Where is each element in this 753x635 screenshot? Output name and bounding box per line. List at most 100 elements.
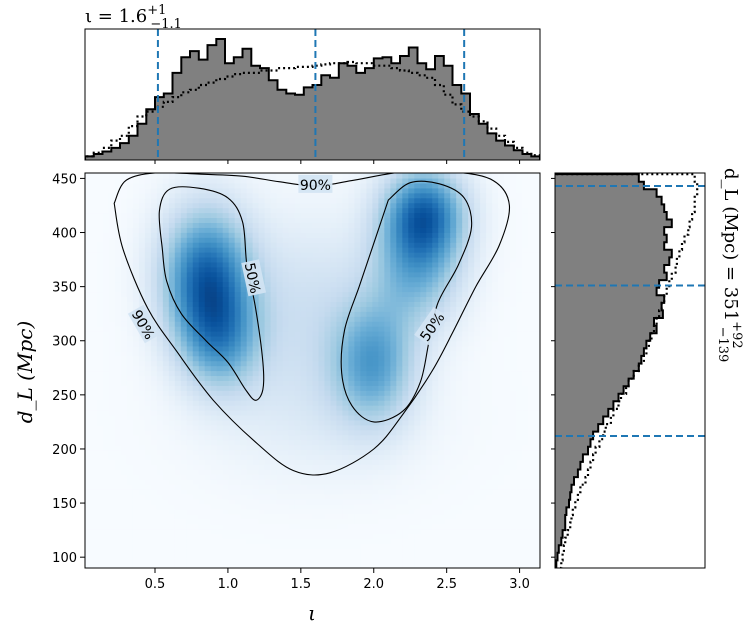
heatmap-cell xyxy=(342,286,350,293)
heatmap-cell xyxy=(168,493,176,500)
heatmap-cell xyxy=(450,523,457,530)
heatmap-cell xyxy=(198,469,206,475)
heatmap-cell xyxy=(270,395,278,401)
heatmap-cell xyxy=(330,553,338,559)
heatmap-cell xyxy=(510,301,517,307)
heatmap-cell xyxy=(318,301,326,307)
heatmap-cell xyxy=(288,464,296,470)
heatmap-cell xyxy=(180,434,188,441)
heatmap-cell xyxy=(384,563,391,568)
heatmap-cell xyxy=(246,489,254,495)
heatmap-cell xyxy=(498,256,505,263)
heatmap-cell xyxy=(126,365,134,372)
heatmap-cell xyxy=(120,498,128,505)
heatmap-cell xyxy=(456,350,463,357)
heatmap-cell xyxy=(384,252,391,258)
heatmap-cell xyxy=(186,242,194,248)
heatmap-cell xyxy=(264,518,272,525)
heatmap-cell xyxy=(384,266,391,273)
heatmap-cell xyxy=(132,350,140,357)
heatmap-cell xyxy=(102,370,110,377)
heatmap-cell xyxy=(504,301,511,307)
heatmap-cell xyxy=(504,375,511,381)
heatmap-cell xyxy=(85,296,92,302)
heatmap-cell xyxy=(168,410,176,416)
heatmap-cell xyxy=(396,543,403,549)
heatmap-cell xyxy=(102,449,110,456)
heatmap-cell xyxy=(408,345,415,352)
heatmap-cell xyxy=(318,365,326,372)
heatmap-cell xyxy=(414,256,421,263)
heatmap-cell xyxy=(510,291,517,298)
heatmap-cell xyxy=(318,449,326,456)
heatmap-cell xyxy=(102,484,110,490)
heatmap-cell xyxy=(174,395,182,401)
heatmap-cell xyxy=(222,247,230,253)
heatmap-cell xyxy=(474,385,481,391)
heatmap-cell xyxy=(450,261,457,268)
heatmap-cell xyxy=(85,242,92,248)
heatmap-cell xyxy=(228,429,236,436)
heatmap-cell xyxy=(444,301,451,307)
heatmap-cell xyxy=(510,375,517,381)
heatmap-cell xyxy=(198,414,206,421)
heatmap-cell xyxy=(186,523,194,530)
heatmap-cell xyxy=(330,533,338,539)
heatmap-cell xyxy=(306,266,314,273)
heatmap-cell xyxy=(342,252,350,258)
heatmap-cell xyxy=(306,454,314,460)
heatmap-cell xyxy=(90,370,98,377)
heatmap-cell xyxy=(342,395,350,401)
heatmap-cell xyxy=(342,489,350,495)
heatmap-cell xyxy=(492,533,499,539)
heatmap-cell xyxy=(324,469,332,475)
heatmap-cell xyxy=(348,335,356,342)
heatmap-cell xyxy=(336,375,344,381)
heatmap-cell xyxy=(528,439,535,446)
heatmap-cell xyxy=(85,355,92,362)
heatmap-cell xyxy=(198,335,206,342)
heatmap-cell xyxy=(294,484,302,490)
heatmap-cell xyxy=(270,424,278,431)
heatmap-cell xyxy=(168,439,176,446)
heatmap-cell xyxy=(270,345,278,352)
heatmap-cell xyxy=(174,370,182,377)
heatmap-cell xyxy=(450,518,457,525)
heatmap-cell xyxy=(396,414,403,421)
heatmap-cell xyxy=(498,281,505,288)
heatmap-cell xyxy=(180,410,188,416)
heatmap-cell xyxy=(210,405,218,411)
heatmap-cell xyxy=(192,301,200,307)
heatmap-cell xyxy=(450,464,457,470)
heatmap-cell xyxy=(402,558,409,564)
heatmap-cell xyxy=(378,400,385,406)
heatmap-cell xyxy=(450,350,457,357)
heatmap-cell xyxy=(414,528,421,535)
heatmap-cell xyxy=(294,548,302,554)
heatmap-cell xyxy=(120,242,128,248)
heatmap-cell xyxy=(210,558,218,564)
heatmap-cell xyxy=(276,311,284,317)
heatmap-cell xyxy=(300,439,308,446)
heatmap-cell xyxy=(504,345,511,352)
heatmap-cell xyxy=(402,252,409,258)
heatmap-cell xyxy=(150,291,158,298)
heatmap-cell xyxy=(180,439,188,446)
heatmap-cell xyxy=(378,256,385,263)
heatmap-cell xyxy=(264,498,272,505)
heatmap-cell xyxy=(504,400,511,406)
heatmap-cell xyxy=(444,414,451,421)
heatmap-cell xyxy=(186,375,194,381)
heatmap-cell xyxy=(150,424,158,431)
heatmap-cell xyxy=(324,291,332,298)
heatmap-cell xyxy=(450,345,457,352)
heatmap-cell xyxy=(294,321,302,327)
heatmap-cell xyxy=(378,503,385,510)
heatmap-cell xyxy=(444,528,451,535)
heatmap-cell xyxy=(180,360,188,367)
heatmap-cell xyxy=(198,489,206,495)
heatmap-cell xyxy=(510,306,517,312)
heatmap-cell xyxy=(174,454,182,460)
heatmap-cell xyxy=(324,528,332,535)
heatmap-cell xyxy=(480,296,487,302)
